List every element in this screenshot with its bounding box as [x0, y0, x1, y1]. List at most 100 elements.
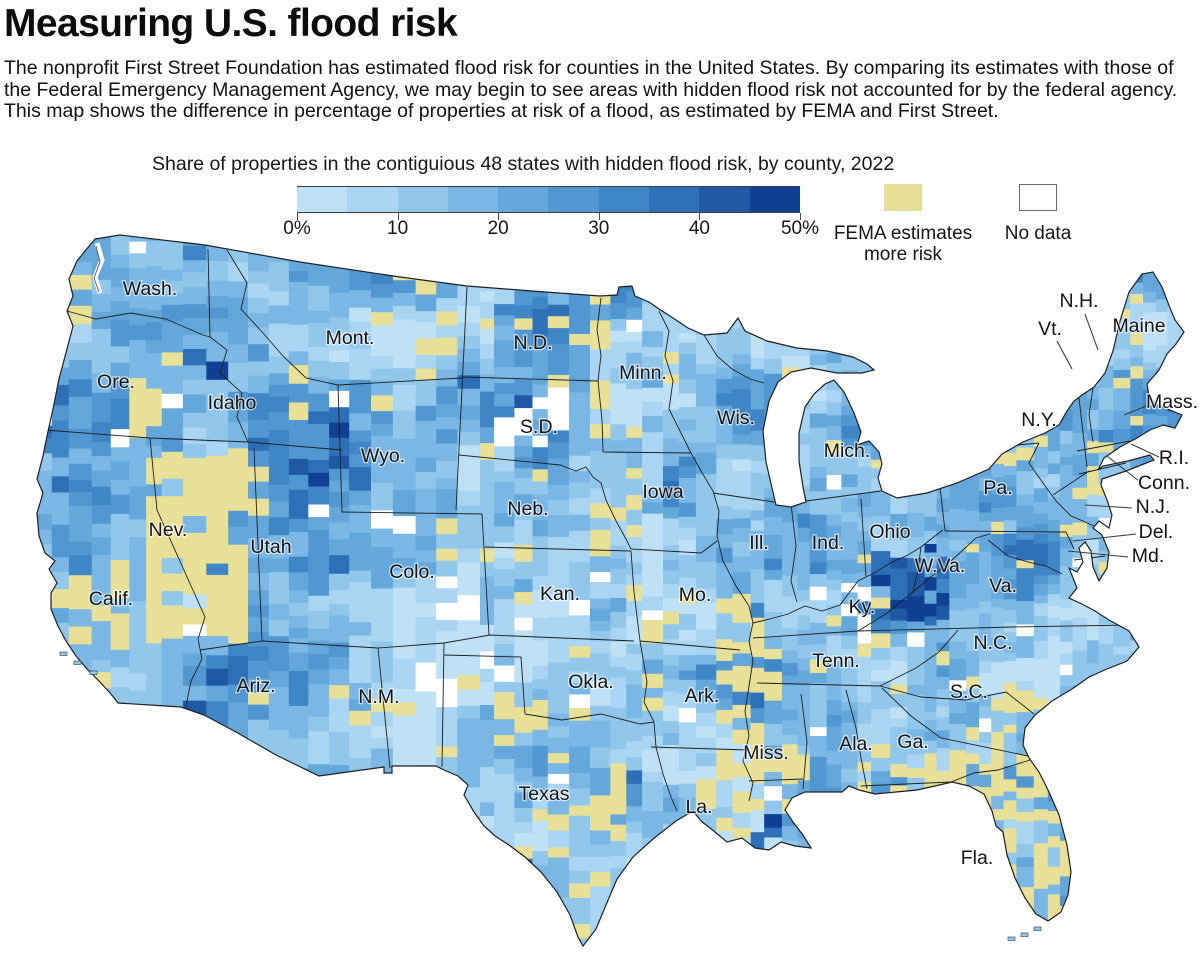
state-label: Ky.: [849, 596, 876, 618]
callout-line: [1123, 404, 1150, 416]
island: [1007, 936, 1016, 941]
state-border-line: [247, 441, 343, 451]
state-label: Iowa: [642, 481, 683, 503]
state-border-line: [1065, 531, 1075, 550]
state-border-line: [337, 377, 463, 386]
callout-label: N.J.: [1136, 496, 1171, 518]
state-label: Colo.: [389, 561, 435, 583]
state-border-line: [752, 630, 859, 639]
callout-line: [1106, 455, 1140, 482]
puget-sound-water: [92, 242, 105, 294]
state-border-line: [484, 546, 632, 552]
state-border-line: [596, 297, 604, 453]
state-label: Wash.: [123, 278, 178, 300]
state-label: Utah: [250, 536, 291, 558]
state-border-line: [860, 759, 1031, 787]
state-border-line: [441, 642, 445, 768]
state-label: Fla.: [961, 847, 994, 869]
description: The nonprofit First Street Foundation ha…: [4, 57, 1178, 123]
state-label: La.: [685, 796, 712, 818]
state-border-line: [209, 336, 249, 443]
state-border-line: [650, 746, 749, 751]
state-label: Ill.: [749, 532, 769, 554]
state-border-line: [602, 451, 692, 454]
state-label: Mont.: [326, 327, 375, 349]
state-border-line: [1052, 470, 1090, 496]
state-border-line: [653, 721, 657, 748]
state-border-line: [639, 640, 741, 651]
state-border-line: [845, 689, 868, 790]
callout-label: Vt.: [1038, 318, 1062, 340]
offshore-islands: [59, 242, 1042, 941]
state-border-line: [1088, 387, 1094, 443]
island: [59, 651, 68, 656]
island: [73, 660, 82, 665]
state-border-line: [377, 634, 635, 649]
state-label: Minn.: [619, 362, 667, 384]
callout-label: Conn.: [1138, 472, 1190, 494]
state-label: Mich.: [824, 440, 871, 462]
state-label: Nev.: [149, 519, 188, 541]
state-border-line: [1076, 440, 1131, 452]
state-label: S.C.: [950, 681, 988, 703]
state-border-line: [458, 454, 594, 478]
state-label: Pa.: [983, 477, 1012, 499]
state-label: S.D.: [520, 416, 558, 438]
callout-line: [1056, 340, 1073, 370]
state-border-line: [1078, 397, 1088, 468]
state-border-line: [752, 546, 922, 624]
state-label: Ind.: [812, 532, 845, 554]
state-border-line: [712, 492, 775, 503]
state-label: Mo.: [679, 584, 712, 606]
state-border-line: [912, 546, 922, 593]
state-border-line: [185, 616, 206, 707]
state-label: N.M.: [358, 686, 399, 708]
state-label: Okla.: [568, 671, 614, 693]
state-border-line: [920, 529, 944, 548]
callout-line: [1084, 313, 1099, 351]
state-label: Wis.: [717, 407, 755, 429]
state-border-line: [881, 687, 1029, 757]
state-border-line: [857, 624, 1132, 632]
county-mosaic: [37, 235, 1184, 946]
state-label: Ariz.: [237, 675, 276, 697]
state-labels: Wash. Ore. Calif. Nev. Idaho Mont. Wyo. Utah Col…: [88, 277, 1200, 871]
state-border-line: [790, 503, 798, 603]
callout-label: Del.: [1139, 521, 1174, 543]
state-label: Neb.: [507, 498, 548, 520]
state-label: Kan.: [540, 583, 580, 605]
callout-lines: [1056, 313, 1160, 558]
island: [89, 670, 98, 675]
callout-label: Mass.: [1146, 391, 1198, 413]
state-label: Wyo.: [361, 445, 405, 467]
state-border-line: [879, 629, 959, 687]
us-outline: [36, 234, 1185, 948]
state-border-line: [630, 550, 641, 642]
state-border-line: [481, 513, 490, 636]
state-label: Va.: [989, 575, 1017, 597]
state-border-line: [655, 746, 678, 812]
state-border-line: [226, 249, 339, 386]
state-borders: [44, 248, 1132, 812]
state-border-line: [253, 447, 263, 642]
state-label: Idaho: [208, 392, 257, 414]
state-border-line: [630, 540, 718, 554]
state-border-line: [337, 384, 343, 513]
state-border-line: [592, 476, 632, 550]
callout-line: [1130, 443, 1160, 458]
state-border-line: [199, 640, 379, 651]
state-border-line: [524, 713, 655, 725]
state-border-line: [703, 334, 765, 384]
state-label: Calif.: [89, 588, 133, 610]
callout-label: Md.: [1132, 545, 1165, 567]
state-border-line: [462, 376, 599, 382]
state-border-line: [1028, 442, 1097, 528]
state-border-line: [800, 693, 808, 790]
callout-line: [1072, 533, 1137, 542]
page-title: Measuring U.S. flood risk: [4, 2, 458, 45]
callout-label: R.I.: [1159, 447, 1189, 469]
state-label: N.Y.: [1021, 409, 1056, 431]
state-border-line: [879, 685, 1035, 715]
state-border-line: [658, 310, 692, 454]
